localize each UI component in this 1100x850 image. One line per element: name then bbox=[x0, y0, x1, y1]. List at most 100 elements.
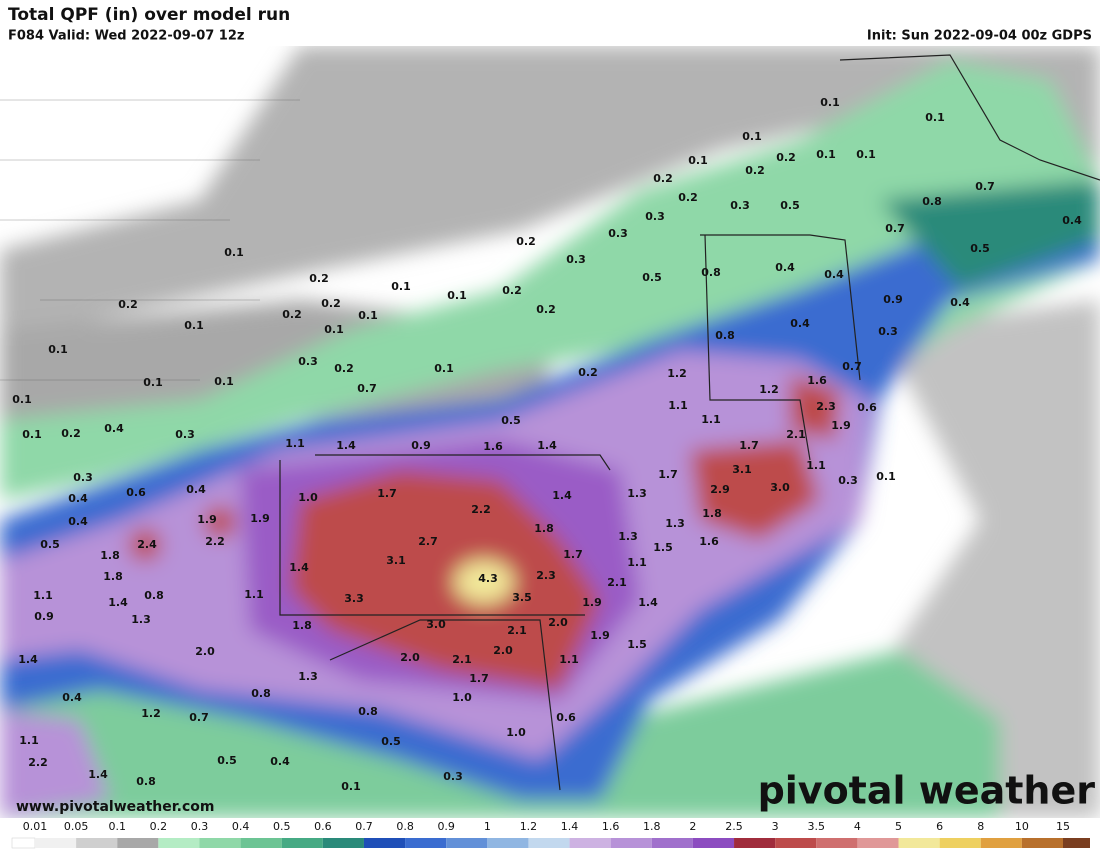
legend-tick-label: 15 bbox=[1056, 820, 1070, 833]
qpf-label: 1.6 bbox=[483, 440, 503, 453]
legend-tick-label: 0.7 bbox=[355, 820, 373, 833]
qpf-label: 0.1 bbox=[143, 376, 163, 389]
qpf-label: 0.1 bbox=[214, 375, 234, 388]
qpf-label: 1.6 bbox=[699, 535, 719, 548]
qpf-label: 1.9 bbox=[582, 596, 602, 609]
qpf-label: 0.3 bbox=[566, 253, 586, 266]
legend-swatch bbox=[281, 838, 323, 848]
qpf-label: 0.9 bbox=[883, 293, 903, 306]
qpf-label: 0.1 bbox=[341, 780, 361, 793]
qpf-label: 1.5 bbox=[627, 638, 647, 651]
qpf-label: 1.4 bbox=[537, 439, 557, 452]
qpf-label: 1.0 bbox=[452, 691, 472, 704]
qpf-label: 1.6 bbox=[807, 374, 827, 387]
qpf-label: 1.1 bbox=[19, 734, 39, 747]
qpf-label: 3.3 bbox=[344, 592, 364, 605]
qpf-label: 2.0 bbox=[493, 644, 513, 657]
legend-tick-label: 8 bbox=[977, 820, 984, 833]
qpf-label: 0.4 bbox=[186, 483, 206, 496]
legend-tick-label: 1.2 bbox=[520, 820, 538, 833]
qpf-label: 1.3 bbox=[131, 613, 151, 626]
qpf-label: 1.9 bbox=[831, 419, 851, 432]
qpf-label: 0.7 bbox=[975, 180, 995, 193]
qpf-label: 1.2 bbox=[141, 707, 161, 720]
qpf-label: 2.1 bbox=[786, 428, 806, 441]
qpf-label: 1.4 bbox=[108, 596, 128, 609]
qpf-label: 0.1 bbox=[742, 130, 762, 143]
qpf-label: 1.7 bbox=[563, 548, 583, 561]
qpf-label: 0.2 bbox=[309, 272, 329, 285]
qpf-label: 1.8 bbox=[103, 570, 123, 583]
qpf-label: 0.5 bbox=[501, 414, 521, 427]
qpf-label: 1.4 bbox=[18, 653, 38, 666]
legend-tick-label: 0.2 bbox=[150, 820, 168, 833]
qpf-label: 3.1 bbox=[386, 554, 406, 567]
qpf-label: 0.5 bbox=[40, 538, 60, 551]
qpf-label: 1.4 bbox=[552, 489, 572, 502]
legend-swatch bbox=[816, 838, 858, 848]
qpf-label: 2.3 bbox=[816, 400, 836, 413]
qpf-label: 0.6 bbox=[556, 711, 576, 724]
qpf-label: 2.2 bbox=[28, 756, 48, 769]
qpf-label: 0.2 bbox=[653, 172, 673, 185]
qpf-label: 0.7 bbox=[357, 382, 377, 395]
qpf-label: 0.3 bbox=[838, 474, 858, 487]
legend-swatch bbox=[405, 838, 447, 848]
qpf-label: 1.9 bbox=[250, 512, 270, 525]
qpf-label: 3.5 bbox=[512, 591, 532, 604]
legend-swatch bbox=[487, 838, 529, 848]
qpf-label: 1.7 bbox=[469, 672, 489, 685]
qpf-label: 1.1 bbox=[627, 556, 647, 569]
qpf-label: 0.8 bbox=[136, 775, 156, 788]
qpf-label: 0.1 bbox=[688, 154, 708, 167]
qpf-label: 0.5 bbox=[780, 199, 800, 212]
legend-tick-label: 0.5 bbox=[273, 820, 291, 833]
qpf-label: 0.8 bbox=[715, 329, 735, 342]
qpf-label: 0.8 bbox=[701, 266, 721, 279]
legend-swatch bbox=[1021, 838, 1063, 848]
qpf-label: 3.0 bbox=[426, 618, 446, 631]
qpf-label: 3.0 bbox=[770, 481, 790, 494]
qpf-label: 0.6 bbox=[126, 486, 146, 499]
legend-swatch bbox=[322, 838, 364, 848]
legend-tick-label: 0.01 bbox=[23, 820, 48, 833]
legend-swatch bbox=[76, 838, 118, 848]
legend-swatch bbox=[775, 838, 817, 848]
qpf-label: 0.3 bbox=[175, 428, 195, 441]
legend-swatch bbox=[692, 838, 735, 848]
qpf-label: 0.3 bbox=[608, 227, 628, 240]
legend-tick-label: 1.4 bbox=[561, 820, 579, 833]
legend-swatch bbox=[446, 838, 488, 848]
qpf-label: 0.2 bbox=[282, 308, 302, 321]
qpf-label: 1.9 bbox=[590, 629, 610, 642]
legend-tick-label: 0.3 bbox=[191, 820, 209, 833]
legend-tick-label: 6 bbox=[936, 820, 943, 833]
legend-tick-label: 2.5 bbox=[725, 820, 743, 833]
qpf-label: 1.4 bbox=[336, 439, 356, 452]
qpf-label: 1.4 bbox=[638, 596, 658, 609]
legend-tick-label: 1.8 bbox=[643, 820, 661, 833]
qpf-label: 0.3 bbox=[298, 355, 318, 368]
legend-swatch bbox=[11, 837, 36, 849]
qpf-label: 2.7 bbox=[418, 535, 438, 548]
legend-swatch bbox=[857, 838, 899, 848]
legend-swatch bbox=[528, 838, 570, 848]
legend-tick-label: 4 bbox=[854, 820, 861, 833]
qpf-label: 1.1 bbox=[559, 653, 579, 666]
qpf-label: 0.1 bbox=[358, 309, 378, 322]
precip-field bbox=[0, 46, 1100, 818]
qpf-label: 0.2 bbox=[776, 151, 796, 164]
qpf-label: 0.4 bbox=[270, 755, 290, 768]
qpf-label: 2.0 bbox=[400, 651, 420, 664]
legend-tick-label: 3 bbox=[772, 820, 779, 833]
qpf-label: 1.0 bbox=[506, 726, 526, 739]
qpf-label: 0.8 bbox=[144, 589, 164, 602]
qpf-label: 0.3 bbox=[443, 770, 463, 783]
qpf-label: 1.7 bbox=[377, 487, 397, 500]
legend-swatch bbox=[610, 838, 652, 848]
qpf-label: 0.7 bbox=[189, 711, 209, 724]
qpf-label: 0.2 bbox=[334, 362, 354, 375]
qpf-label: 0.5 bbox=[217, 754, 237, 767]
qpf-label: 0.2 bbox=[61, 427, 81, 440]
